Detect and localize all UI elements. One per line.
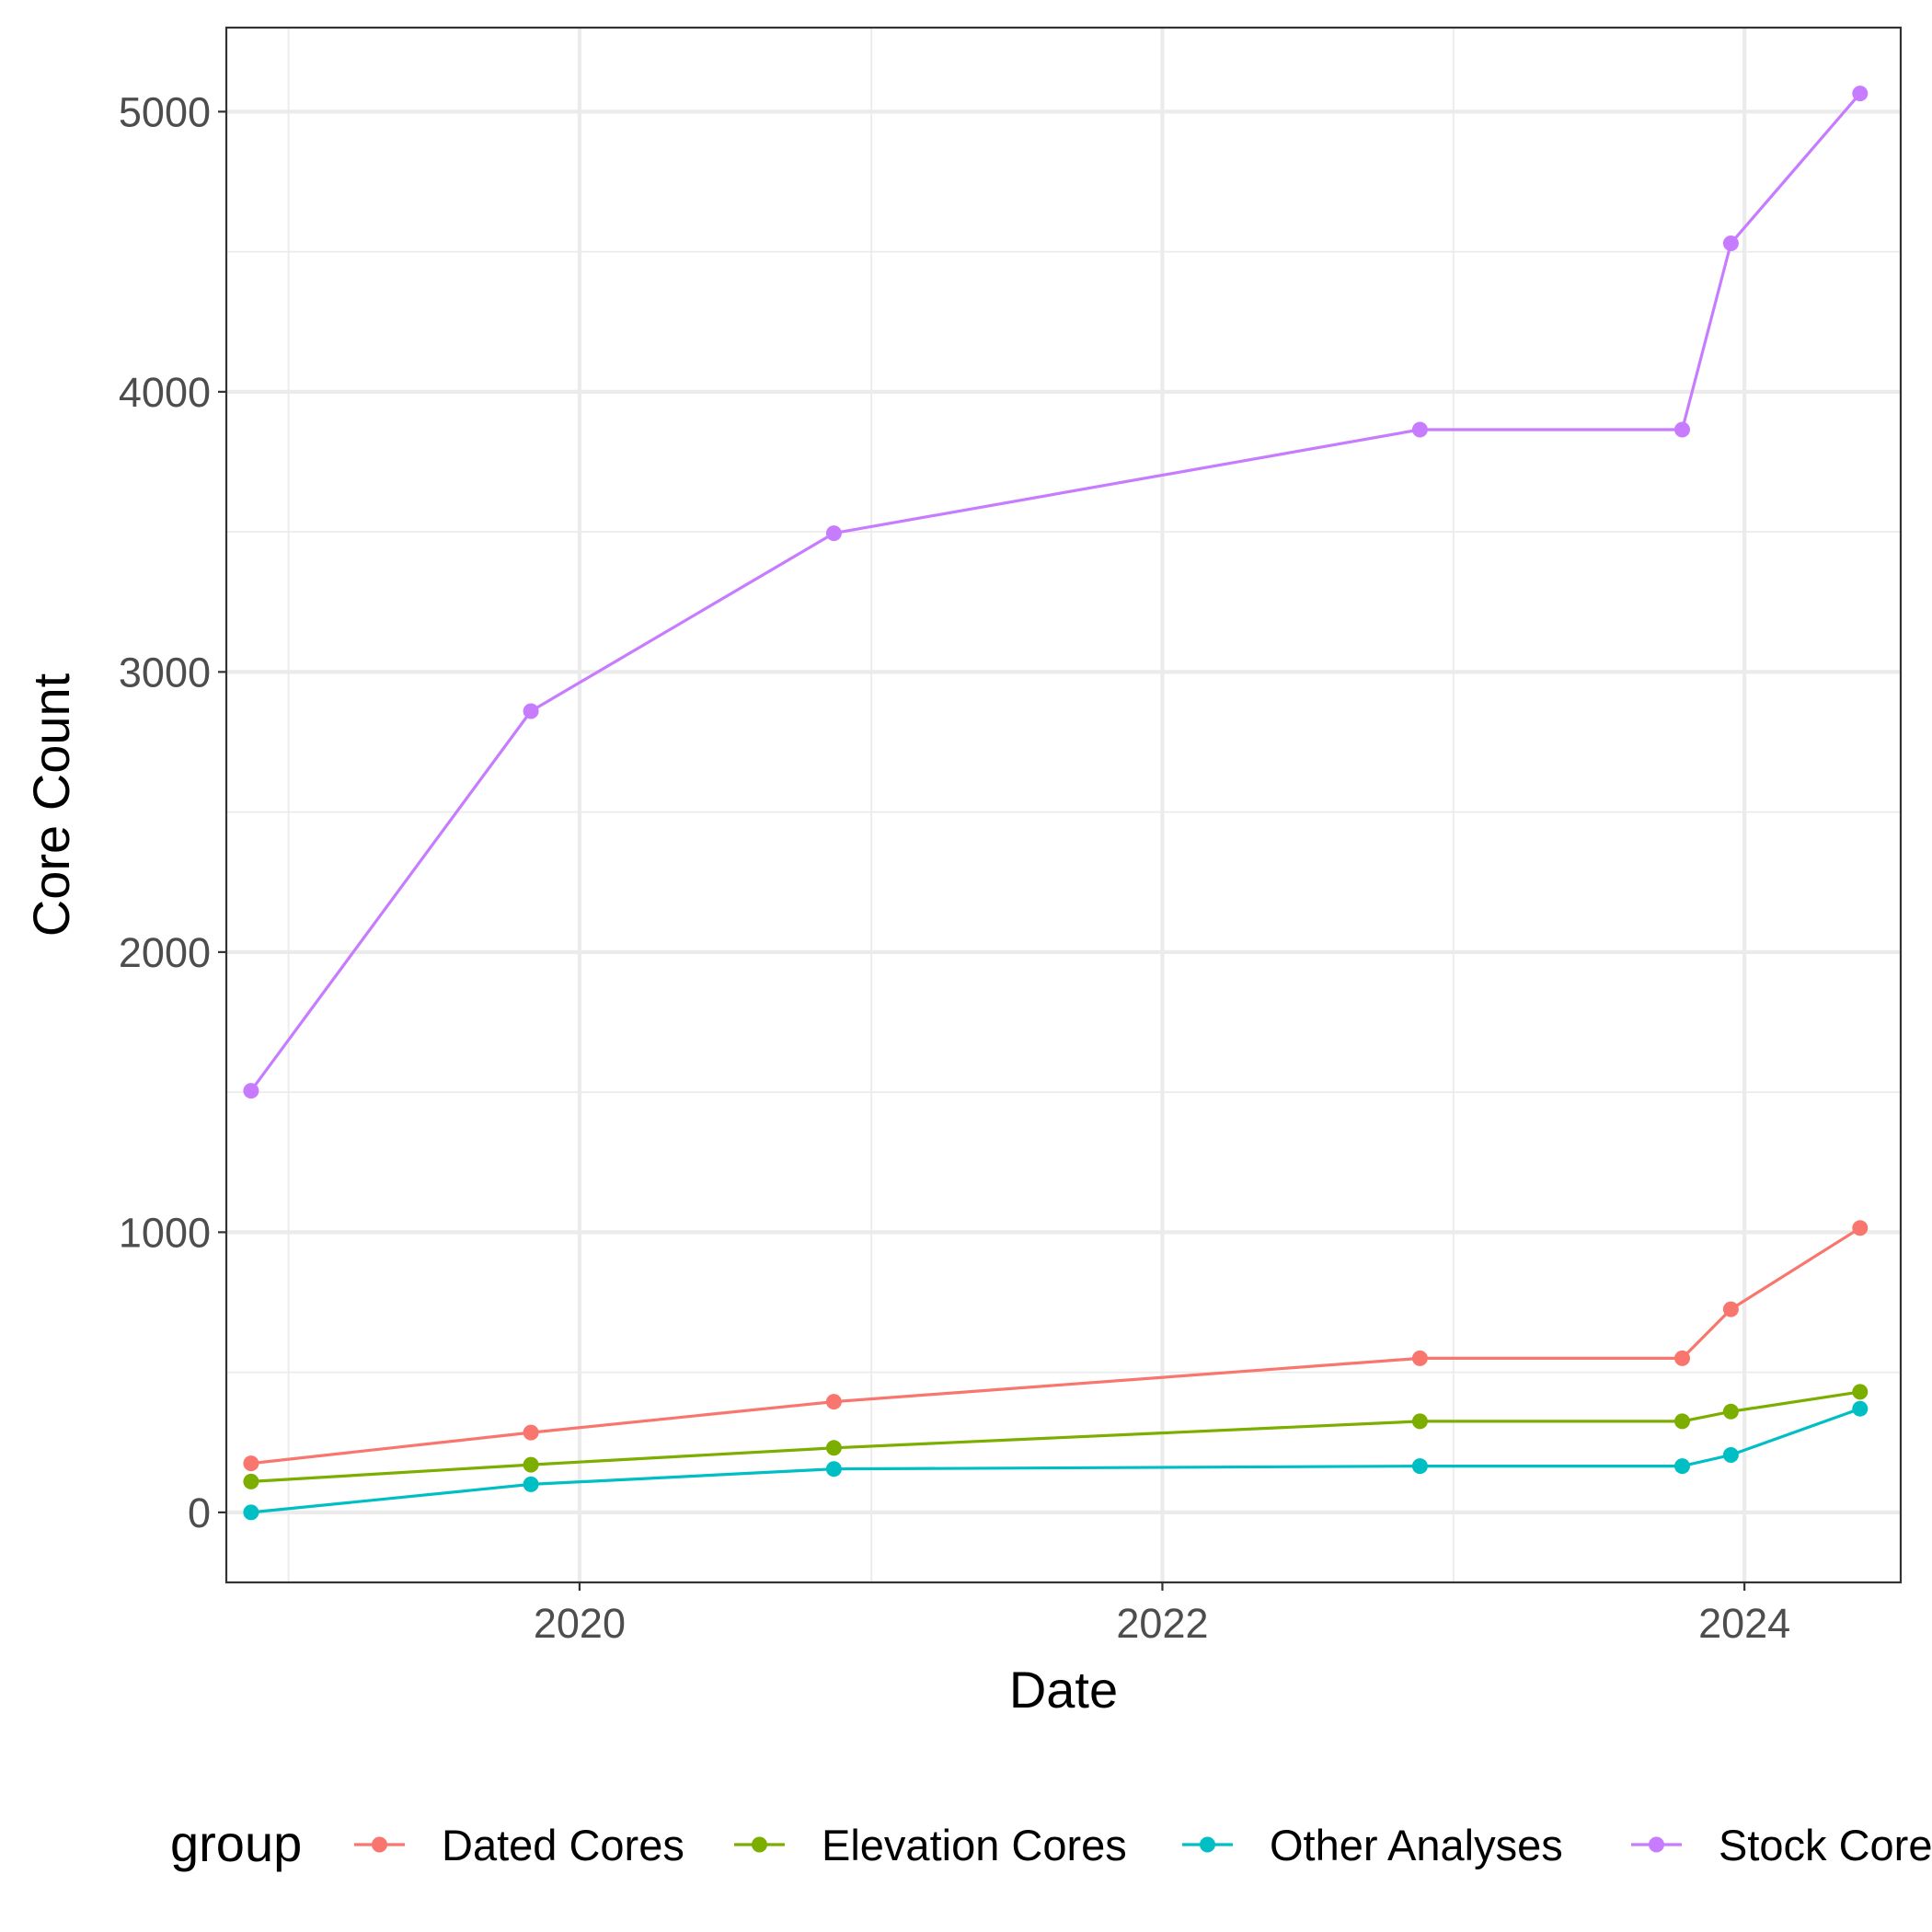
elevation-cores-point bbox=[1852, 1384, 1869, 1400]
elevation-cores-point bbox=[243, 1473, 259, 1489]
other-analyses-point bbox=[523, 1476, 539, 1492]
major-gridlines bbox=[226, 28, 1901, 1582]
y-tick-label: 5000 bbox=[119, 88, 211, 135]
elevation-cores-point bbox=[523, 1456, 539, 1473]
dated-cores-point bbox=[825, 1394, 842, 1410]
legend-item-stock-cores: Stock Cores bbox=[1631, 1821, 1932, 1869]
stock-cores-point bbox=[243, 1083, 259, 1099]
dated-cores-point bbox=[1674, 1350, 1690, 1366]
x-tick-label: 2020 bbox=[534, 1600, 626, 1647]
y-tick-label: 4000 bbox=[119, 369, 211, 416]
legend-item-dated-cores: Dated Cores bbox=[354, 1821, 684, 1869]
other-analyses-point bbox=[825, 1461, 842, 1478]
other-analyses-point bbox=[1411, 1458, 1428, 1475]
legend-item-elevation-cores: Elevation Cores bbox=[734, 1821, 1127, 1869]
dated-cores-point bbox=[1411, 1350, 1428, 1366]
elevation-cores-point bbox=[1674, 1413, 1690, 1430]
elevation-cores-point bbox=[1722, 1403, 1739, 1420]
legend-title: group bbox=[170, 1814, 302, 1872]
stock-cores-point bbox=[523, 703, 539, 719]
legend: group Dated Cores Elevation Cores Other An… bbox=[170, 1814, 1932, 1872]
panel-border bbox=[224, 26, 1903, 1584]
series-layer bbox=[243, 86, 1869, 1521]
panel-background bbox=[226, 28, 1901, 1582]
y-axis-title: Core Count bbox=[22, 673, 80, 937]
legend-label: Elevation Cores bbox=[822, 1821, 1127, 1869]
x-tick-label: 2024 bbox=[1698, 1600, 1790, 1647]
dated-cores-point bbox=[243, 1455, 259, 1472]
y-tick-label: 0 bbox=[188, 1489, 211, 1536]
y-tick-label: 2000 bbox=[119, 929, 211, 976]
other-analyses-point bbox=[1674, 1458, 1690, 1475]
axis-ticks: 0 1000 2000 3000 4000 5000 2020 2022 2024 bbox=[119, 88, 1790, 1647]
stock-cores-point bbox=[825, 525, 842, 542]
dated-cores-point bbox=[1852, 1220, 1869, 1236]
other-analyses-point bbox=[1852, 1400, 1869, 1417]
minor-gridlines bbox=[226, 28, 1901, 1582]
elevation-cores-point bbox=[1411, 1413, 1428, 1430]
dated-cores-point bbox=[1722, 1301, 1739, 1317]
legend-item-other-analyses: Other Analyses bbox=[1182, 1821, 1563, 1869]
y-tick-label: 1000 bbox=[119, 1209, 211, 1256]
legend-key-point bbox=[752, 1836, 767, 1853]
stock-cores-point bbox=[1722, 236, 1739, 251]
elevation-cores-point bbox=[825, 1440, 842, 1456]
legend-key-point bbox=[1200, 1836, 1215, 1853]
stock-cores-point bbox=[1852, 86, 1869, 102]
x-axis-title: Date bbox=[1009, 1661, 1118, 1719]
dated-cores-point bbox=[523, 1424, 539, 1441]
legend-label: Other Analyses bbox=[1270, 1821, 1563, 1869]
stock-cores-point bbox=[1674, 421, 1690, 438]
legend-label: Dated Cores bbox=[442, 1821, 684, 1869]
y-tick-label: 3000 bbox=[119, 649, 211, 696]
other-analyses-point bbox=[243, 1504, 259, 1521]
x-tick-label: 2022 bbox=[1116, 1600, 1208, 1647]
other-analyses-point bbox=[1722, 1447, 1739, 1463]
stock-cores-point bbox=[1411, 421, 1428, 438]
legend-key-point bbox=[372, 1836, 387, 1853]
legend-key-point bbox=[1649, 1836, 1664, 1853]
legend-label: Stock Cores bbox=[1719, 1821, 1932, 1869]
